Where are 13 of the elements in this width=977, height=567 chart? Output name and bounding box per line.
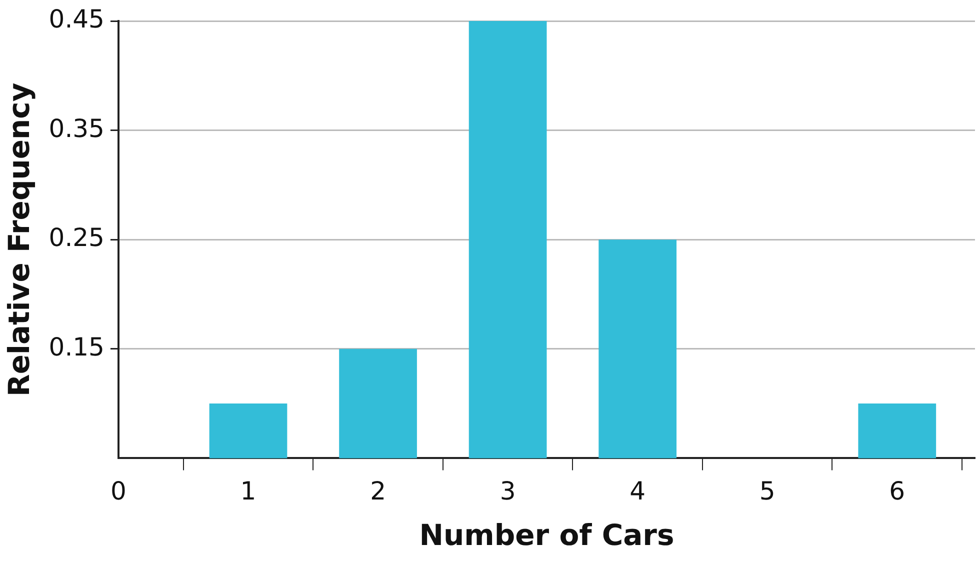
x-tick-label: 5 <box>759 476 776 506</box>
x-tick-label: 1 <box>240 476 256 506</box>
x-tick-label: 2 <box>370 476 386 506</box>
y-axis-title: Relative Frequency <box>2 82 36 396</box>
y-tick-label: 0.35 <box>48 114 104 143</box>
x-axis-title: Number of Cars <box>419 518 674 552</box>
x-tick-label: 0 <box>110 476 126 506</box>
y-tick-label: 0.45 <box>48 4 104 34</box>
x-tick-label: 6 <box>889 476 906 506</box>
y-tick-label: 0.15 <box>48 332 104 362</box>
x-tick-label: 4 <box>630 476 646 506</box>
x-tick-label: 3 <box>500 476 516 506</box>
y-tick-label: 0.25 <box>48 223 104 252</box>
